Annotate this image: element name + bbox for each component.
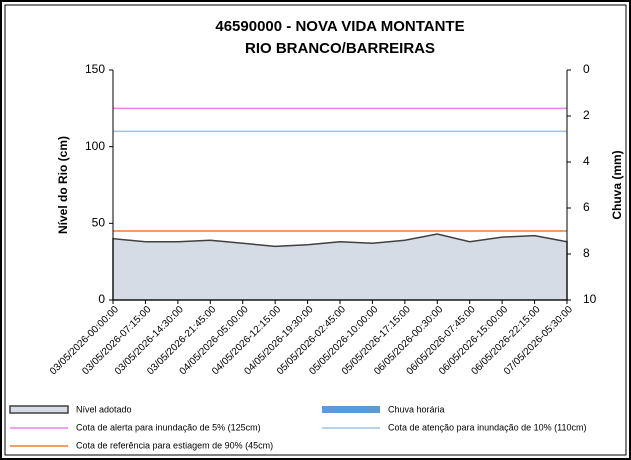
legend-swatch xyxy=(9,405,69,414)
y2-tick-label: 4 xyxy=(583,154,590,168)
y2-tick-label: 8 xyxy=(583,246,590,260)
y2-tick-label: 10 xyxy=(583,292,597,306)
legend-label: Cota de referência para estiagem de 90% … xyxy=(76,440,273,450)
y2-tick-label: 6 xyxy=(583,200,590,214)
y-tick-label: 150 xyxy=(85,62,105,76)
area xyxy=(112,233,568,301)
legend-label: Cota de atenção para inundação de 10% (1… xyxy=(388,422,586,432)
y-axis-label: Nível do Rio (cm) xyxy=(56,136,70,234)
y-tick-label: 100 xyxy=(85,139,105,153)
y-tick-label: 0 xyxy=(98,292,105,306)
legend-label: Nível adotado xyxy=(76,404,132,414)
legend-label: Chuva horária xyxy=(388,404,445,414)
chart-title: 46590000 - NOVA VIDA MONTANTE xyxy=(215,18,464,35)
legend-swatch xyxy=(322,406,380,413)
inner-frame xyxy=(4,4,627,456)
legend-label: Cota de alerta para inundação de 5% (125… xyxy=(76,422,261,432)
y2-tick-label: 0 xyxy=(583,62,590,76)
chart-subtitle: RIO BRANCO/BARREIRAS xyxy=(245,40,435,57)
y2-axis-label: Chuva (mm) xyxy=(610,150,624,219)
y2-tick-label: 2 xyxy=(583,108,590,122)
y-tick-label: 50 xyxy=(92,216,106,230)
